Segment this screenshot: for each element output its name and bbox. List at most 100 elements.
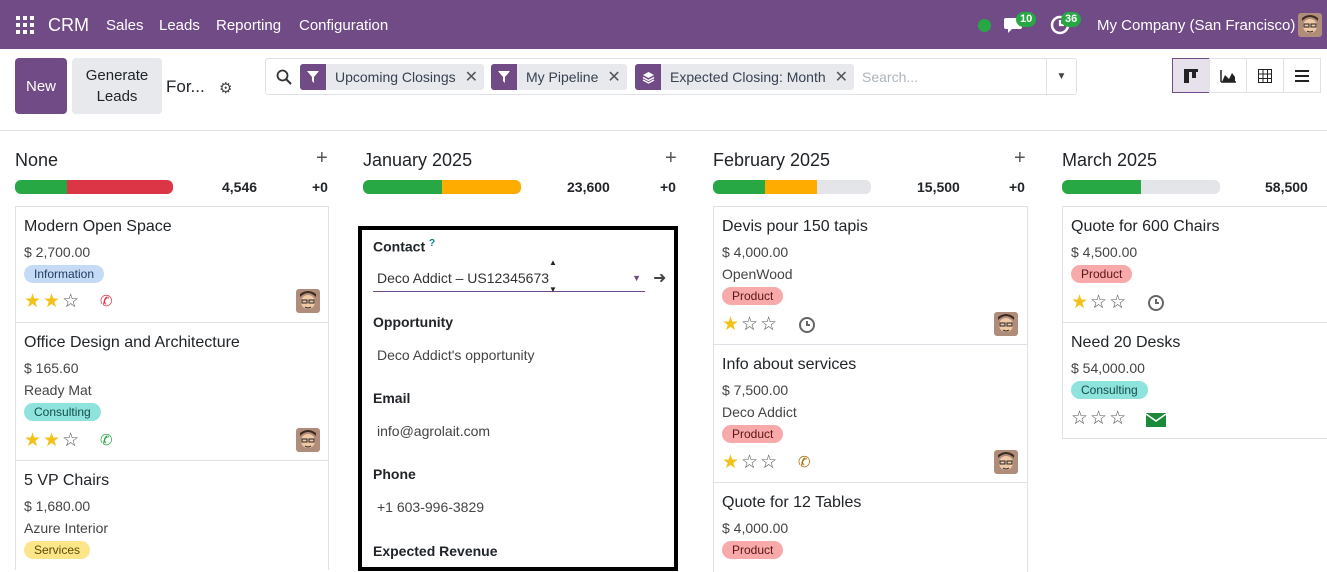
star-icon[interactable]: ☆ bbox=[62, 291, 82, 312]
close-icon[interactable]: ✕ bbox=[607, 69, 621, 86]
company-switcher[interactable]: My Company (San Francisco) bbox=[1097, 17, 1296, 34]
card-customer: OpenWood bbox=[722, 266, 793, 282]
list-view-button[interactable] bbox=[1283, 58, 1321, 93]
kanban-card[interactable]: Quote for 12 Tables $ 4,000.00 Product bbox=[713, 482, 1028, 572]
star-icon[interactable]: ☆ bbox=[1090, 408, 1110, 429]
priority-stars[interactable]: ★★☆ bbox=[24, 429, 81, 452]
breadcrumb[interactable]: For... bbox=[166, 77, 205, 96]
kanban-card[interactable]: Quote for 600 Chairs $ 4,500.00 Product … bbox=[1062, 206, 1327, 323]
pivot-view-button[interactable] bbox=[1246, 58, 1284, 93]
kanban-card[interactable]: Need 20 Desks $ 54,000.00 Consulting ☆☆☆ bbox=[1062, 322, 1327, 439]
star-icon[interactable]: ★ bbox=[24, 430, 44, 451]
card-customer: Deco Addict bbox=[722, 404, 797, 420]
star-icon[interactable]: ★ bbox=[43, 291, 63, 312]
star-icon[interactable]: ★ bbox=[722, 314, 742, 335]
phone-icon[interactable]: ✆ bbox=[798, 454, 811, 471]
generate-leads-button[interactable]: Generate Leads bbox=[72, 58, 162, 114]
graph-view-button[interactable] bbox=[1209, 58, 1247, 93]
card-price: $ 2,700.00 bbox=[24, 244, 91, 260]
close-icon[interactable]: ✕ bbox=[834, 69, 849, 86]
star-icon[interactable]: ★ bbox=[43, 430, 63, 451]
app-brand[interactable]: CRM bbox=[48, 15, 89, 35]
progress-segment-green[interactable] bbox=[713, 180, 766, 194]
salesperson-avatar[interactable] bbox=[994, 450, 1018, 474]
menu-leads[interactable]: Leads bbox=[159, 17, 200, 34]
contact-field[interactable]: Deco Addict – US12345673 ▲ ▼ ▼ bbox=[373, 258, 645, 294]
resize-handle-icon[interactable]: ▲ bbox=[549, 258, 557, 267]
priority-stars[interactable]: ★☆☆ bbox=[722, 313, 779, 336]
menu-configuration[interactable]: Configuration bbox=[299, 17, 389, 34]
user-avatar[interactable] bbox=[1298, 13, 1322, 37]
chevron-down-icon[interactable]: ▼ bbox=[632, 273, 641, 283]
star-icon[interactable]: ☆ bbox=[62, 430, 82, 451]
email-field[interactable]: info@agrolait.com bbox=[377, 423, 491, 439]
kanban-card[interactable]: Info about services $ 7,500.00 Deco Addi… bbox=[713, 344, 1028, 483]
kanban-card[interactable]: Modern Open Space $ 2,700.00 Information… bbox=[15, 206, 329, 323]
salesperson-avatar[interactable] bbox=[296, 289, 320, 313]
new-button[interactable]: New bbox=[15, 58, 67, 114]
phone-icon[interactable]: ✆ bbox=[100, 432, 113, 449]
card-customer: Azure Interior bbox=[24, 520, 109, 536]
facet-my-pipeline[interactable]: My Pipeline ✕ bbox=[491, 64, 627, 90]
star-icon[interactable]: ★ bbox=[722, 452, 742, 473]
opportunity-field[interactable]: Deco Addict's opportunity bbox=[377, 347, 535, 363]
star-icon[interactable]: ☆ bbox=[1109, 292, 1129, 313]
add-plus-icon[interactable]: + bbox=[316, 147, 328, 169]
kanban-view-button[interactable] bbox=[1172, 58, 1210, 93]
card-customer: Ready Mat bbox=[24, 382, 92, 398]
star-icon[interactable]: ★ bbox=[24, 291, 44, 312]
star-icon[interactable]: ☆ bbox=[1090, 292, 1110, 313]
progress-segment-grey[interactable] bbox=[1141, 180, 1220, 194]
progress-segment-green[interactable] bbox=[363, 180, 442, 194]
star-icon[interactable]: ☆ bbox=[1109, 408, 1129, 429]
resize-handle-icon[interactable]: ▼ bbox=[549, 285, 557, 294]
envelope-icon[interactable] bbox=[1145, 412, 1167, 428]
clock-icon[interactable] bbox=[798, 316, 816, 334]
progress-segment-green[interactable] bbox=[15, 180, 68, 194]
clock-icon[interactable] bbox=[1147, 294, 1165, 312]
menu-sales[interactable]: Sales bbox=[106, 17, 144, 34]
progress-segment-orange[interactable] bbox=[765, 180, 818, 194]
facet-group-by[interactable]: Expected Closing: Month ✕ bbox=[635, 64, 855, 90]
column-progress-bar[interactable] bbox=[15, 180, 173, 194]
star-icon[interactable]: ☆ bbox=[760, 314, 780, 335]
star-icon[interactable]: ☆ bbox=[741, 314, 761, 335]
progress-segment-red[interactable] bbox=[67, 180, 173, 194]
star-icon[interactable]: ★ bbox=[1071, 292, 1091, 313]
search-input[interactable]: Search... bbox=[862, 69, 919, 85]
close-icon[interactable]: ✕ bbox=[464, 69, 479, 86]
progress-segment-grey[interactable] bbox=[817, 180, 871, 194]
search-icon[interactable] bbox=[276, 69, 292, 85]
gear-icon[interactable]: ⚙ bbox=[219, 80, 233, 97]
column-progress-bar[interactable] bbox=[363, 180, 521, 194]
search-bar[interactable]: Upcoming Closings ✕ My Pipeline ✕ Expect… bbox=[265, 58, 1077, 95]
app-menu-icon[interactable] bbox=[16, 16, 34, 34]
arrow-right-icon[interactable]: ➜ bbox=[653, 270, 667, 287]
salesperson-avatar[interactable] bbox=[994, 312, 1018, 336]
priority-stars[interactable]: ★☆☆ bbox=[722, 451, 779, 474]
menu-reporting[interactable]: Reporting bbox=[216, 17, 282, 34]
filter-icon bbox=[300, 64, 326, 90]
star-icon[interactable]: ☆ bbox=[760, 452, 780, 473]
star-icon[interactable]: ☆ bbox=[741, 452, 761, 473]
card-title: 5 VP Chairs bbox=[24, 472, 110, 489]
column-progress-bar[interactable] bbox=[1062, 180, 1220, 194]
progress-segment-green[interactable] bbox=[1062, 180, 1141, 194]
salesperson-avatar[interactable] bbox=[296, 428, 320, 452]
star-icon[interactable]: ☆ bbox=[1071, 408, 1091, 429]
phone-field[interactable]: +1 603-996-3829 bbox=[377, 499, 485, 515]
add-plus-icon[interactable]: + bbox=[1014, 147, 1026, 169]
priority-stars[interactable]: ★☆☆ bbox=[1071, 291, 1128, 314]
priority-stars[interactable]: ☆☆☆ bbox=[1071, 407, 1128, 430]
kanban-card[interactable]: Office Design and Architecture $ 165.60 … bbox=[15, 322, 329, 461]
kanban-card[interactable]: 5 VP Chairs $ 1,680.00 Azure Interior Se… bbox=[15, 460, 329, 570]
search-options-toggle[interactable]: ▼ bbox=[1046, 59, 1076, 94]
add-plus-icon[interactable]: + bbox=[665, 147, 677, 169]
facet-upcoming-closings[interactable]: Upcoming Closings ✕ bbox=[300, 64, 485, 90]
progress-segment-orange[interactable] bbox=[442, 180, 521, 194]
kanban-card[interactable]: Devis pour 150 tapis $ 4,000.00 OpenWood… bbox=[713, 206, 1028, 345]
phone-icon[interactable]: ✆ bbox=[100, 293, 113, 310]
help-tooltip-icon[interactable]: ? bbox=[429, 238, 436, 249]
column-progress-bar[interactable] bbox=[713, 180, 871, 194]
priority-stars[interactable]: ★★☆ bbox=[24, 290, 81, 313]
